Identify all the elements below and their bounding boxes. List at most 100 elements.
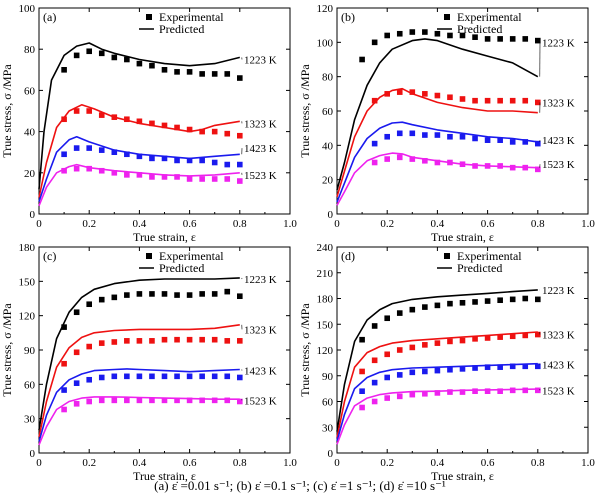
- experimental-point: [472, 97, 478, 104]
- experimental-point: [409, 89, 416, 95]
- experimental-point: [447, 94, 453, 101]
- legend-marker-experimental: [444, 253, 450, 259]
- experimental-point: [497, 297, 503, 304]
- experimental-point: [86, 398, 92, 405]
- experimental-point: [447, 366, 453, 373]
- experimental-point: [186, 157, 193, 164]
- y-tick-label: 90: [322, 371, 334, 383]
- experimental-point: [509, 164, 516, 171]
- series-label: 1223 K: [244, 274, 277, 286]
- experimental-point: [359, 56, 365, 63]
- experimental-point: [98, 340, 105, 346]
- experimental-point: [396, 347, 403, 353]
- experimental-point: [384, 133, 390, 140]
- series-1523-k: 1523 K: [336, 385, 575, 445]
- y-tick-label: 150: [19, 276, 36, 288]
- predicted-line: [38, 277, 240, 431]
- series-label: 1323 K: [542, 330, 575, 342]
- experimental-point: [161, 291, 168, 297]
- y-axis-title: True stress, σ /MPa: [0, 303, 14, 397]
- experimental-point: [484, 36, 491, 42]
- experimental-point: [237, 178, 243, 184]
- experimental-point: [136, 153, 143, 160]
- experimental-point: [434, 302, 441, 309]
- x-tick-label: 1.0: [581, 457, 595, 469]
- experimental-point: [211, 397, 218, 404]
- experimental-point: [409, 306, 416, 313]
- experimental-point: [434, 390, 441, 396]
- experimental-point: [371, 97, 378, 104]
- x-tick-label: 0.2: [82, 218, 96, 230]
- experimental-point: [174, 124, 180, 131]
- experimental-point: [199, 128, 205, 135]
- experimental-point: [149, 291, 155, 297]
- experimental-point: [522, 387, 529, 394]
- experimental-point: [161, 397, 168, 404]
- experimental-point: [199, 373, 205, 380]
- experimental-point: [124, 292, 130, 298]
- experimental-point: [149, 397, 155, 404]
- series-1223-k: 1223 K: [38, 274, 277, 431]
- experimental-point: [61, 406, 67, 413]
- experimental-point: [459, 337, 466, 344]
- experimental-point: [484, 388, 491, 394]
- experimental-point: [359, 336, 365, 343]
- experimental-point: [186, 69, 193, 75]
- y-axis-title: True stress, σ /MPa: [298, 64, 312, 158]
- experimental-point: [472, 299, 478, 305]
- experimental-point: [237, 398, 243, 405]
- experimental-point: [174, 157, 180, 164]
- experimental-point: [409, 391, 416, 398]
- experimental-point: [224, 373, 231, 380]
- experimental-point: [384, 156, 390, 162]
- x-tick-label: 0.8: [531, 218, 545, 230]
- experimental-point: [522, 36, 529, 42]
- experimental-point: [149, 155, 155, 162]
- experimental-point: [211, 176, 218, 182]
- experimental-point: [211, 336, 218, 343]
- experimental-point: [509, 363, 516, 370]
- experimental-point: [111, 294, 118, 301]
- experimental-point: [73, 349, 80, 356]
- experimental-point: [484, 298, 491, 304]
- experimental-point: [73, 165, 80, 172]
- y-tick-label: 240: [317, 242, 334, 254]
- experimental-point: [422, 342, 428, 348]
- experimental-point: [472, 388, 478, 394]
- x-tick-label: 0.6: [183, 457, 197, 469]
- experimental-point: [484, 364, 491, 370]
- experimental-point: [509, 333, 516, 340]
- series-1423-k: 1423 K: [38, 136, 277, 202]
- series-1423-k: 1423 K: [336, 360, 575, 442]
- y-tick-label: 20: [322, 175, 334, 187]
- experimental-point: [371, 140, 378, 147]
- experimental-point: [422, 368, 428, 375]
- experimental-point: [237, 374, 243, 381]
- experimental-point: [136, 373, 143, 380]
- experimental-point: [86, 343, 92, 350]
- experimental-point: [459, 299, 466, 306]
- experimental-point: [149, 120, 155, 127]
- predicted-line: [336, 38, 539, 191]
- x-axis-title: True strain, ε: [431, 469, 494, 483]
- panel-label: (b): [341, 10, 355, 24]
- x-tick-label: 0.2: [380, 218, 394, 230]
- x-axis-title: True strain, ε: [431, 230, 494, 244]
- experimental-point: [384, 315, 390, 322]
- experimental-point: [497, 97, 503, 104]
- y-tick-label: 60: [24, 85, 36, 97]
- experimental-point: [86, 376, 92, 383]
- series-1223-k: 1223 K: [38, 42, 277, 190]
- experimental-point: [237, 161, 243, 168]
- experimental-point: [396, 310, 403, 316]
- experimental-point: [224, 130, 231, 137]
- experimental-point: [124, 56, 130, 63]
- experimental-point: [199, 157, 205, 164]
- experimental-point: [434, 367, 441, 374]
- y-tick-label: 0: [30, 209, 36, 221]
- predicted-line: [336, 331, 538, 438]
- experimental-point: [111, 114, 118, 120]
- experimental-point: [124, 397, 130, 404]
- experimental-point: [86, 145, 92, 151]
- experimental-point: [409, 29, 416, 35]
